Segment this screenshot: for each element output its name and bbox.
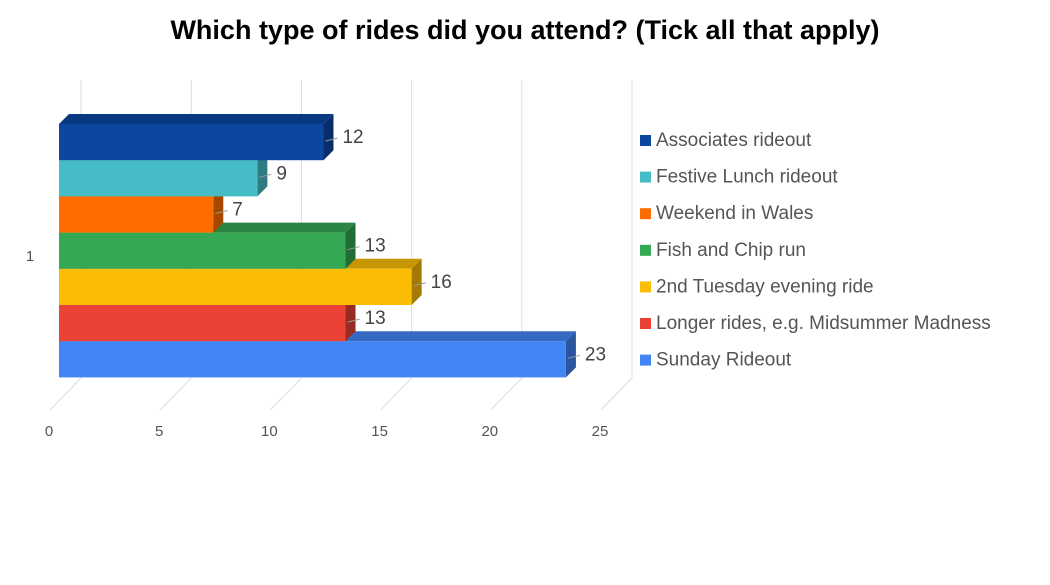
x-tick-label: 15 xyxy=(371,423,388,440)
data-label: 13 xyxy=(365,308,386,329)
bar xyxy=(59,268,412,305)
legend-label: Festive Lunch rideout xyxy=(656,167,838,188)
bar-side xyxy=(323,114,334,161)
grid-floor-line xyxy=(159,377,192,411)
legend-label: Fish and Chip run xyxy=(656,240,806,261)
x-tick-label: 10 xyxy=(261,423,278,440)
legend-label: Weekend in Wales xyxy=(656,203,813,224)
x-tick-label: 0 xyxy=(45,423,53,440)
data-label: 16 xyxy=(431,272,452,293)
x-tick-label: 5 xyxy=(155,423,163,440)
bar xyxy=(59,305,346,342)
legend-label: Longer rides, e.g. Midsummer Madness xyxy=(656,313,991,334)
legend-swatch xyxy=(640,354,651,366)
x-tick-label: 20 xyxy=(481,423,498,440)
grid-floor-line xyxy=(490,377,523,411)
label-leader xyxy=(325,137,338,142)
legend-swatch xyxy=(640,171,651,183)
data-label: 13 xyxy=(365,236,386,257)
y-tick-label: 1 xyxy=(26,248,34,265)
label-leader xyxy=(347,318,360,323)
bar-side xyxy=(257,150,268,197)
grid-floor-line xyxy=(600,377,633,411)
data-label: 7 xyxy=(232,200,243,221)
label-leader xyxy=(567,354,581,359)
legend-label: Associates rideout xyxy=(656,130,812,151)
legend-swatch xyxy=(640,244,651,256)
x-tick-label: 25 xyxy=(592,423,609,440)
label-leader xyxy=(215,210,228,214)
data-label: 12 xyxy=(342,127,363,148)
data-label: 23 xyxy=(585,344,606,365)
label-leader xyxy=(259,173,272,178)
bar-side xyxy=(565,331,576,378)
legend-swatch xyxy=(640,281,651,293)
legend-swatch xyxy=(640,135,651,146)
bar xyxy=(59,232,346,269)
bar xyxy=(59,196,214,233)
bar xyxy=(59,160,258,197)
grid-floor-line xyxy=(270,377,302,411)
label-leader xyxy=(413,282,426,287)
legend-swatch xyxy=(640,318,651,329)
legend-swatch xyxy=(640,208,651,220)
label-leader xyxy=(347,246,360,251)
chart-title: Which type of rides did you attend? (Tic… xyxy=(170,15,879,45)
bar-top xyxy=(59,114,334,124)
bar-side xyxy=(345,222,356,269)
bar-side xyxy=(411,258,422,305)
data-label: 9 xyxy=(276,163,287,184)
legend-label: Sunday Rideout xyxy=(656,350,792,371)
bar xyxy=(59,341,566,378)
grid-floor-line xyxy=(380,377,412,411)
legend-label: 2nd Tuesday evening ride xyxy=(656,276,874,297)
bar-side xyxy=(345,295,356,342)
bar xyxy=(59,124,324,161)
bar-side xyxy=(213,186,224,233)
grid-floor-line xyxy=(49,377,82,411)
